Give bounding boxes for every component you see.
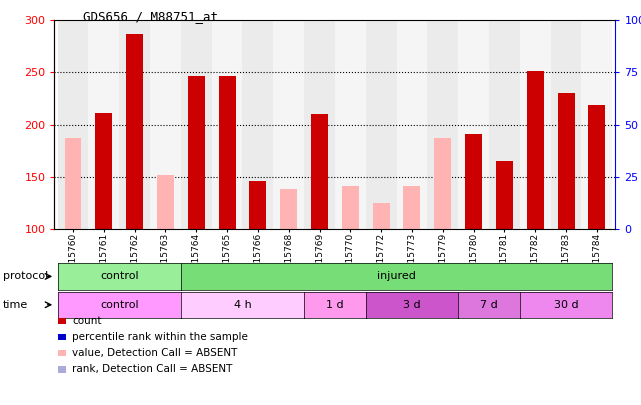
Bar [242, 20, 273, 229]
Text: control: control [100, 271, 138, 281]
Text: rank, Detection Call = ABSENT: rank, Detection Call = ABSENT [72, 364, 233, 374]
Bar [527, 71, 544, 229]
Bar [188, 75, 204, 229]
Bar [311, 114, 328, 229]
Bar [119, 20, 150, 229]
Text: 3 d: 3 d [403, 300, 420, 310]
Bar [342, 186, 359, 229]
Bar [219, 75, 235, 229]
Text: protocol: protocol [3, 271, 49, 281]
Bar [65, 138, 81, 229]
Bar [496, 161, 513, 229]
Text: injured: injured [377, 271, 416, 281]
Bar [588, 105, 605, 229]
Bar [280, 189, 297, 229]
Bar [96, 113, 112, 229]
Bar [88, 20, 119, 229]
Text: 30 d: 30 d [554, 300, 578, 310]
Text: 7 d: 7 d [480, 300, 498, 310]
Bar [335, 20, 366, 229]
Text: value, Detection Call = ABSENT: value, Detection Call = ABSENT [72, 348, 238, 358]
Bar [551, 20, 581, 229]
Bar [366, 20, 397, 229]
Text: GDS656 / M88751_at: GDS656 / M88751_at [83, 10, 219, 23]
Bar [428, 20, 458, 229]
Text: control: control [100, 300, 138, 310]
Bar [212, 20, 242, 229]
Text: time: time [3, 300, 28, 310]
Text: percentile rank within the sample: percentile rank within the sample [72, 332, 248, 342]
Bar [458, 20, 489, 229]
Bar [126, 34, 143, 229]
Text: count: count [72, 316, 102, 326]
Bar [397, 20, 428, 229]
Bar [520, 20, 551, 229]
Bar [581, 20, 612, 229]
Text: 4 h: 4 h [233, 300, 251, 310]
Bar [150, 20, 181, 229]
Bar [435, 138, 451, 229]
Bar [58, 20, 88, 229]
Bar [403, 186, 420, 229]
Text: 1 d: 1 d [326, 300, 344, 310]
Bar [157, 175, 174, 229]
Bar [489, 20, 520, 229]
Bar [273, 20, 304, 229]
Bar [558, 93, 574, 229]
Bar [304, 20, 335, 229]
Bar [181, 20, 212, 229]
Bar [372, 203, 390, 229]
Bar [465, 134, 482, 229]
Bar [249, 181, 267, 229]
